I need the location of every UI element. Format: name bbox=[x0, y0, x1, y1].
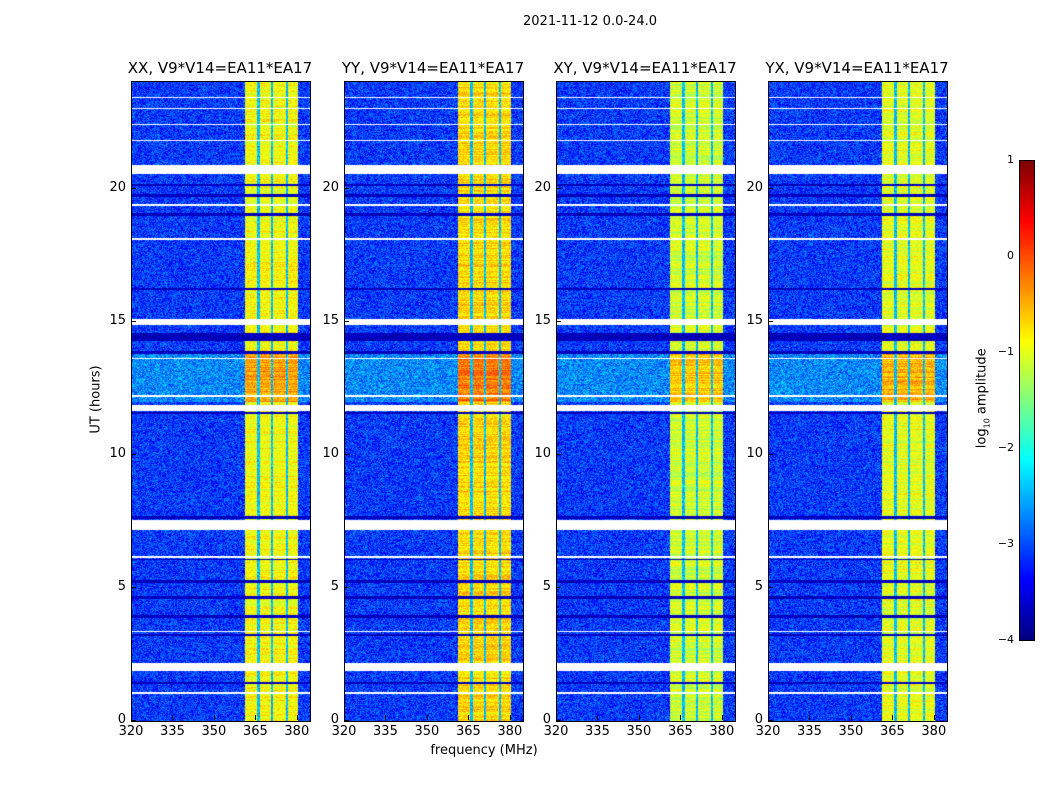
x-tick-mark bbox=[509, 715, 511, 720]
y-tick-label: 5 bbox=[330, 578, 339, 594]
x-tick-label: 380 bbox=[709, 724, 735, 739]
x-tick-mark bbox=[255, 715, 257, 720]
y-tick-mark bbox=[768, 720, 773, 721]
x-tick-mark bbox=[850, 715, 852, 720]
y-tick-mark bbox=[131, 187, 136, 189]
x-tick-label: 380 bbox=[284, 724, 310, 739]
x-tick-label: 320 bbox=[331, 724, 357, 739]
panel-title: YX, V9*V14=EA11*EA17 bbox=[765, 59, 949, 77]
x-tick-mark bbox=[892, 715, 894, 720]
x-tick-mark bbox=[933, 715, 935, 720]
colorbar-tick-label: −2 bbox=[997, 441, 1014, 454]
x-tick-label: 365 bbox=[242, 724, 268, 739]
x-tick-mark bbox=[721, 715, 723, 720]
y-tick-label: 10 bbox=[534, 445, 551, 461]
x-tick-label: 350 bbox=[626, 724, 652, 739]
y-tick-label: 0 bbox=[754, 712, 763, 727]
x-tick-label: 350 bbox=[414, 724, 440, 739]
y-tick-mark bbox=[556, 187, 561, 189]
x-tick-label: 350 bbox=[838, 724, 864, 739]
x-tick-label: 380 bbox=[497, 724, 523, 739]
y-tick-mark bbox=[768, 453, 773, 455]
y-tick-label: 10 bbox=[109, 445, 126, 461]
spectrogram-panel bbox=[768, 81, 948, 722]
x-tick-mark bbox=[426, 715, 428, 720]
x-tick-mark bbox=[213, 715, 215, 720]
y-tick-mark bbox=[556, 453, 561, 455]
y-tick-label: 5 bbox=[542, 578, 551, 594]
y-tick-label: 10 bbox=[746, 445, 763, 461]
y-tick-mark bbox=[344, 453, 349, 455]
x-tick-label: 335 bbox=[585, 724, 610, 739]
colorbar-tick-label: −4 bbox=[997, 633, 1014, 646]
y-tick-mark bbox=[556, 720, 561, 721]
colorbar bbox=[1019, 160, 1035, 641]
x-tick-mark bbox=[172, 715, 174, 720]
x-tick-label: 335 bbox=[797, 724, 822, 739]
y-tick-label: 10 bbox=[322, 445, 339, 461]
panel-title: XX, V9*V14=EA11*EA17 bbox=[127, 59, 313, 77]
y-tick-mark bbox=[768, 586, 773, 588]
y-tick-label: 20 bbox=[534, 179, 551, 195]
y-tick-mark bbox=[556, 320, 561, 322]
y-tick-label: 5 bbox=[754, 578, 763, 594]
x-tick-label: 365 bbox=[455, 724, 481, 739]
x-tick-mark bbox=[131, 715, 132, 720]
spectrogram-panel bbox=[556, 81, 736, 722]
x-tick-mark bbox=[809, 715, 811, 720]
y-tick-label: 20 bbox=[746, 179, 763, 195]
panel-title: YY, V9*V14=EA11*EA17 bbox=[341, 59, 525, 77]
y-tick-mark bbox=[131, 720, 136, 721]
colorbar-label: log10 amplitude bbox=[974, 348, 992, 449]
colorbar-tick-label: 1 bbox=[1007, 153, 1014, 166]
y-tick-label: 15 bbox=[322, 312, 339, 328]
figure-title: 2021-11-12 0.0-24.0 bbox=[523, 14, 657, 29]
x-tick-mark bbox=[680, 715, 682, 720]
y-tick-mark bbox=[556, 586, 561, 588]
y-axis-label: UT (hours) bbox=[88, 365, 104, 434]
y-tick-label: 0 bbox=[117, 712, 126, 727]
x-axis-label: frequency (MHz) bbox=[430, 743, 538, 758]
y-tick-mark bbox=[768, 320, 773, 322]
y-tick-mark bbox=[344, 320, 349, 322]
y-tick-label: 20 bbox=[322, 179, 339, 195]
y-tick-label: 0 bbox=[330, 712, 339, 727]
x-tick-label: 350 bbox=[201, 724, 227, 739]
spectrogram-panel bbox=[131, 81, 311, 722]
y-tick-mark bbox=[344, 586, 349, 588]
x-tick-mark bbox=[638, 715, 640, 720]
x-tick-label: 335 bbox=[373, 724, 398, 739]
y-tick-label: 15 bbox=[109, 312, 126, 328]
colorbar-tick-label: −3 bbox=[997, 537, 1014, 550]
y-tick-label: 20 bbox=[109, 179, 126, 195]
colorbar-tick-label: 0 bbox=[1007, 249, 1014, 262]
x-tick-mark bbox=[556, 715, 557, 720]
y-tick-mark bbox=[131, 453, 136, 455]
panel-title: XY, V9*V14=EA11*EA17 bbox=[553, 59, 737, 77]
y-tick-mark bbox=[344, 720, 349, 721]
x-tick-mark bbox=[768, 715, 769, 720]
x-tick-label: 320 bbox=[543, 724, 569, 739]
y-tick-mark bbox=[344, 187, 349, 189]
x-tick-label: 380 bbox=[921, 724, 947, 739]
spectrogram-panel bbox=[344, 81, 524, 722]
x-tick-label: 365 bbox=[879, 724, 905, 739]
x-tick-label: 335 bbox=[160, 724, 185, 739]
y-tick-label: 15 bbox=[746, 312, 763, 328]
x-tick-label: 365 bbox=[667, 724, 693, 739]
y-tick-label: 15 bbox=[534, 312, 551, 328]
x-tick-label: 320 bbox=[755, 724, 781, 739]
x-tick-mark bbox=[468, 715, 470, 720]
y-tick-label: 0 bbox=[542, 712, 551, 727]
x-tick-mark bbox=[597, 715, 599, 720]
colorbar-tick-label: −1 bbox=[997, 345, 1014, 358]
x-tick-mark bbox=[296, 715, 298, 720]
y-tick-label: 5 bbox=[117, 578, 126, 594]
y-tick-mark bbox=[131, 320, 136, 322]
x-tick-mark bbox=[344, 715, 345, 720]
x-tick-mark bbox=[385, 715, 387, 720]
x-tick-label: 320 bbox=[118, 724, 144, 739]
y-tick-mark bbox=[131, 586, 136, 588]
y-tick-mark bbox=[768, 187, 773, 189]
